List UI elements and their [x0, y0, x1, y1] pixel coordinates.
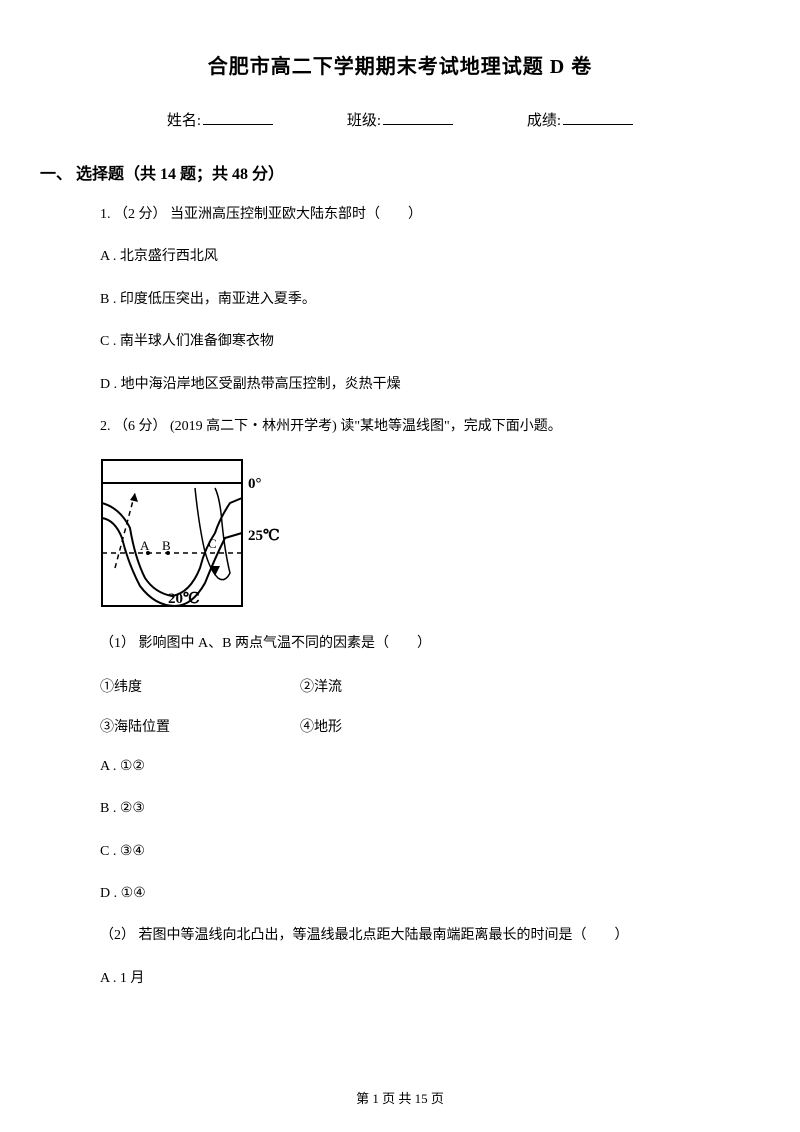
student-info-row: 姓名: 班级: 成绩: — [80, 109, 720, 130]
q1-option-a: A . 北京盛行西北风 — [100, 246, 720, 268]
q2-sub1-option-d: D . ①④ — [100, 883, 720, 905]
temp-25-label: 25℃ — [248, 528, 280, 544]
factor-3: ③海陆位置 — [100, 716, 300, 736]
factors-row-1: ①纬度 ②洋流 — [100, 676, 720, 696]
temp-0-label: 0° — [248, 476, 262, 492]
factors-row-2: ③海陆位置 ④地形 — [100, 716, 720, 736]
class-field: 班级: — [347, 109, 453, 130]
page-footer: 第 1 页 共 15 页 — [0, 1088, 800, 1107]
isotherm-diagram: A B C 0° 25℃ 20℃ — [100, 458, 720, 613]
point-a-label: A — [140, 538, 150, 553]
q2-sub1: （1） 影响图中 A、B 两点气温不同的因素是（ ） — [100, 633, 720, 655]
score-field: 成绩: — [527, 109, 633, 130]
q1-option-b: B . 印度低压突出，南亚进入夏季。 — [100, 289, 720, 311]
class-label: 班级: — [347, 109, 381, 130]
name-label: 姓名: — [167, 109, 201, 130]
point-c-label: C — [208, 536, 217, 551]
score-label: 成绩: — [527, 109, 561, 130]
name-blank[interactable] — [203, 124, 273, 125]
q2-sub2: （2） 若图中等温线向北凸出，等温线最北点距大陆最南端距离最长的时间是（ ） — [100, 925, 720, 947]
q2-sub1-option-a: A . ①② — [100, 756, 720, 778]
q2-sub2-option-a: A . 1 月 — [100, 968, 720, 990]
q1-option-d: D . 地中海沿岸地区受副热带高压控制，炎热干燥 — [100, 374, 720, 396]
factor-2: ②洋流 — [300, 676, 500, 696]
section-header: 一、 选择题（共 14 题；共 48 分） — [40, 160, 720, 184]
q2-stem: 2. （6 分） (2019 高二下・林州开学考) 读"某地等温线图"，完成下面… — [100, 416, 720, 438]
class-blank[interactable] — [383, 124, 453, 125]
q1-stem: 1. （2 分） 当亚洲高压控制亚欧大陆东部时（ ） — [100, 204, 720, 226]
factor-1: ①纬度 — [100, 676, 300, 696]
exam-title: 合肥市高二下学期期末考试地理试题 D 卷 — [80, 50, 720, 79]
q2-sub1-option-c: C . ③④ — [100, 841, 720, 863]
point-b-label: B — [162, 538, 171, 553]
score-blank[interactable] — [563, 124, 633, 125]
temp-20-label: 20℃ — [168, 591, 200, 607]
factor-4: ④地形 — [300, 716, 500, 736]
q1-option-c: C . 南半球人们准备御寒衣物 — [100, 331, 720, 353]
name-field: 姓名: — [167, 109, 273, 130]
q2-sub1-option-b: B . ②③ — [100, 798, 720, 820]
